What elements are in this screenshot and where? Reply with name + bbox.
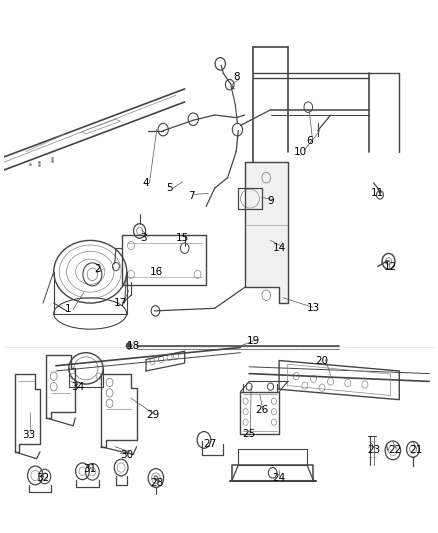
Text: 23: 23: [367, 446, 380, 455]
Text: 4: 4: [143, 178, 149, 188]
Text: 32: 32: [36, 473, 49, 483]
Text: 1: 1: [64, 304, 71, 314]
Text: 19: 19: [247, 336, 260, 346]
Text: 2: 2: [95, 264, 101, 274]
Text: 11: 11: [371, 188, 385, 198]
Text: 24: 24: [272, 473, 286, 483]
Text: 5: 5: [166, 183, 173, 193]
Text: 33: 33: [23, 430, 36, 440]
Text: 27: 27: [203, 439, 216, 449]
Text: 18: 18: [127, 341, 140, 351]
Text: 13: 13: [307, 303, 320, 313]
Text: 22: 22: [389, 446, 402, 455]
Text: 12: 12: [384, 262, 397, 271]
Polygon shape: [245, 162, 288, 303]
Circle shape: [126, 343, 131, 349]
Text: 14: 14: [272, 243, 286, 253]
Text: 17: 17: [113, 298, 127, 308]
Text: 7: 7: [188, 191, 194, 201]
Text: 10: 10: [294, 147, 307, 157]
Text: 15: 15: [176, 233, 189, 243]
Text: 28: 28: [150, 478, 163, 488]
Text: 29: 29: [146, 410, 159, 421]
Text: 34: 34: [71, 382, 84, 392]
Text: 20: 20: [315, 356, 328, 366]
Text: 21: 21: [409, 446, 422, 455]
Text: 26: 26: [255, 405, 268, 415]
Text: 25: 25: [242, 429, 256, 439]
Text: 6: 6: [306, 136, 312, 146]
Text: 8: 8: [233, 72, 240, 83]
Text: 3: 3: [141, 233, 147, 243]
Text: 30: 30: [120, 449, 133, 459]
Text: 16: 16: [150, 266, 163, 277]
Text: 9: 9: [267, 196, 274, 206]
Text: 31: 31: [83, 464, 96, 474]
